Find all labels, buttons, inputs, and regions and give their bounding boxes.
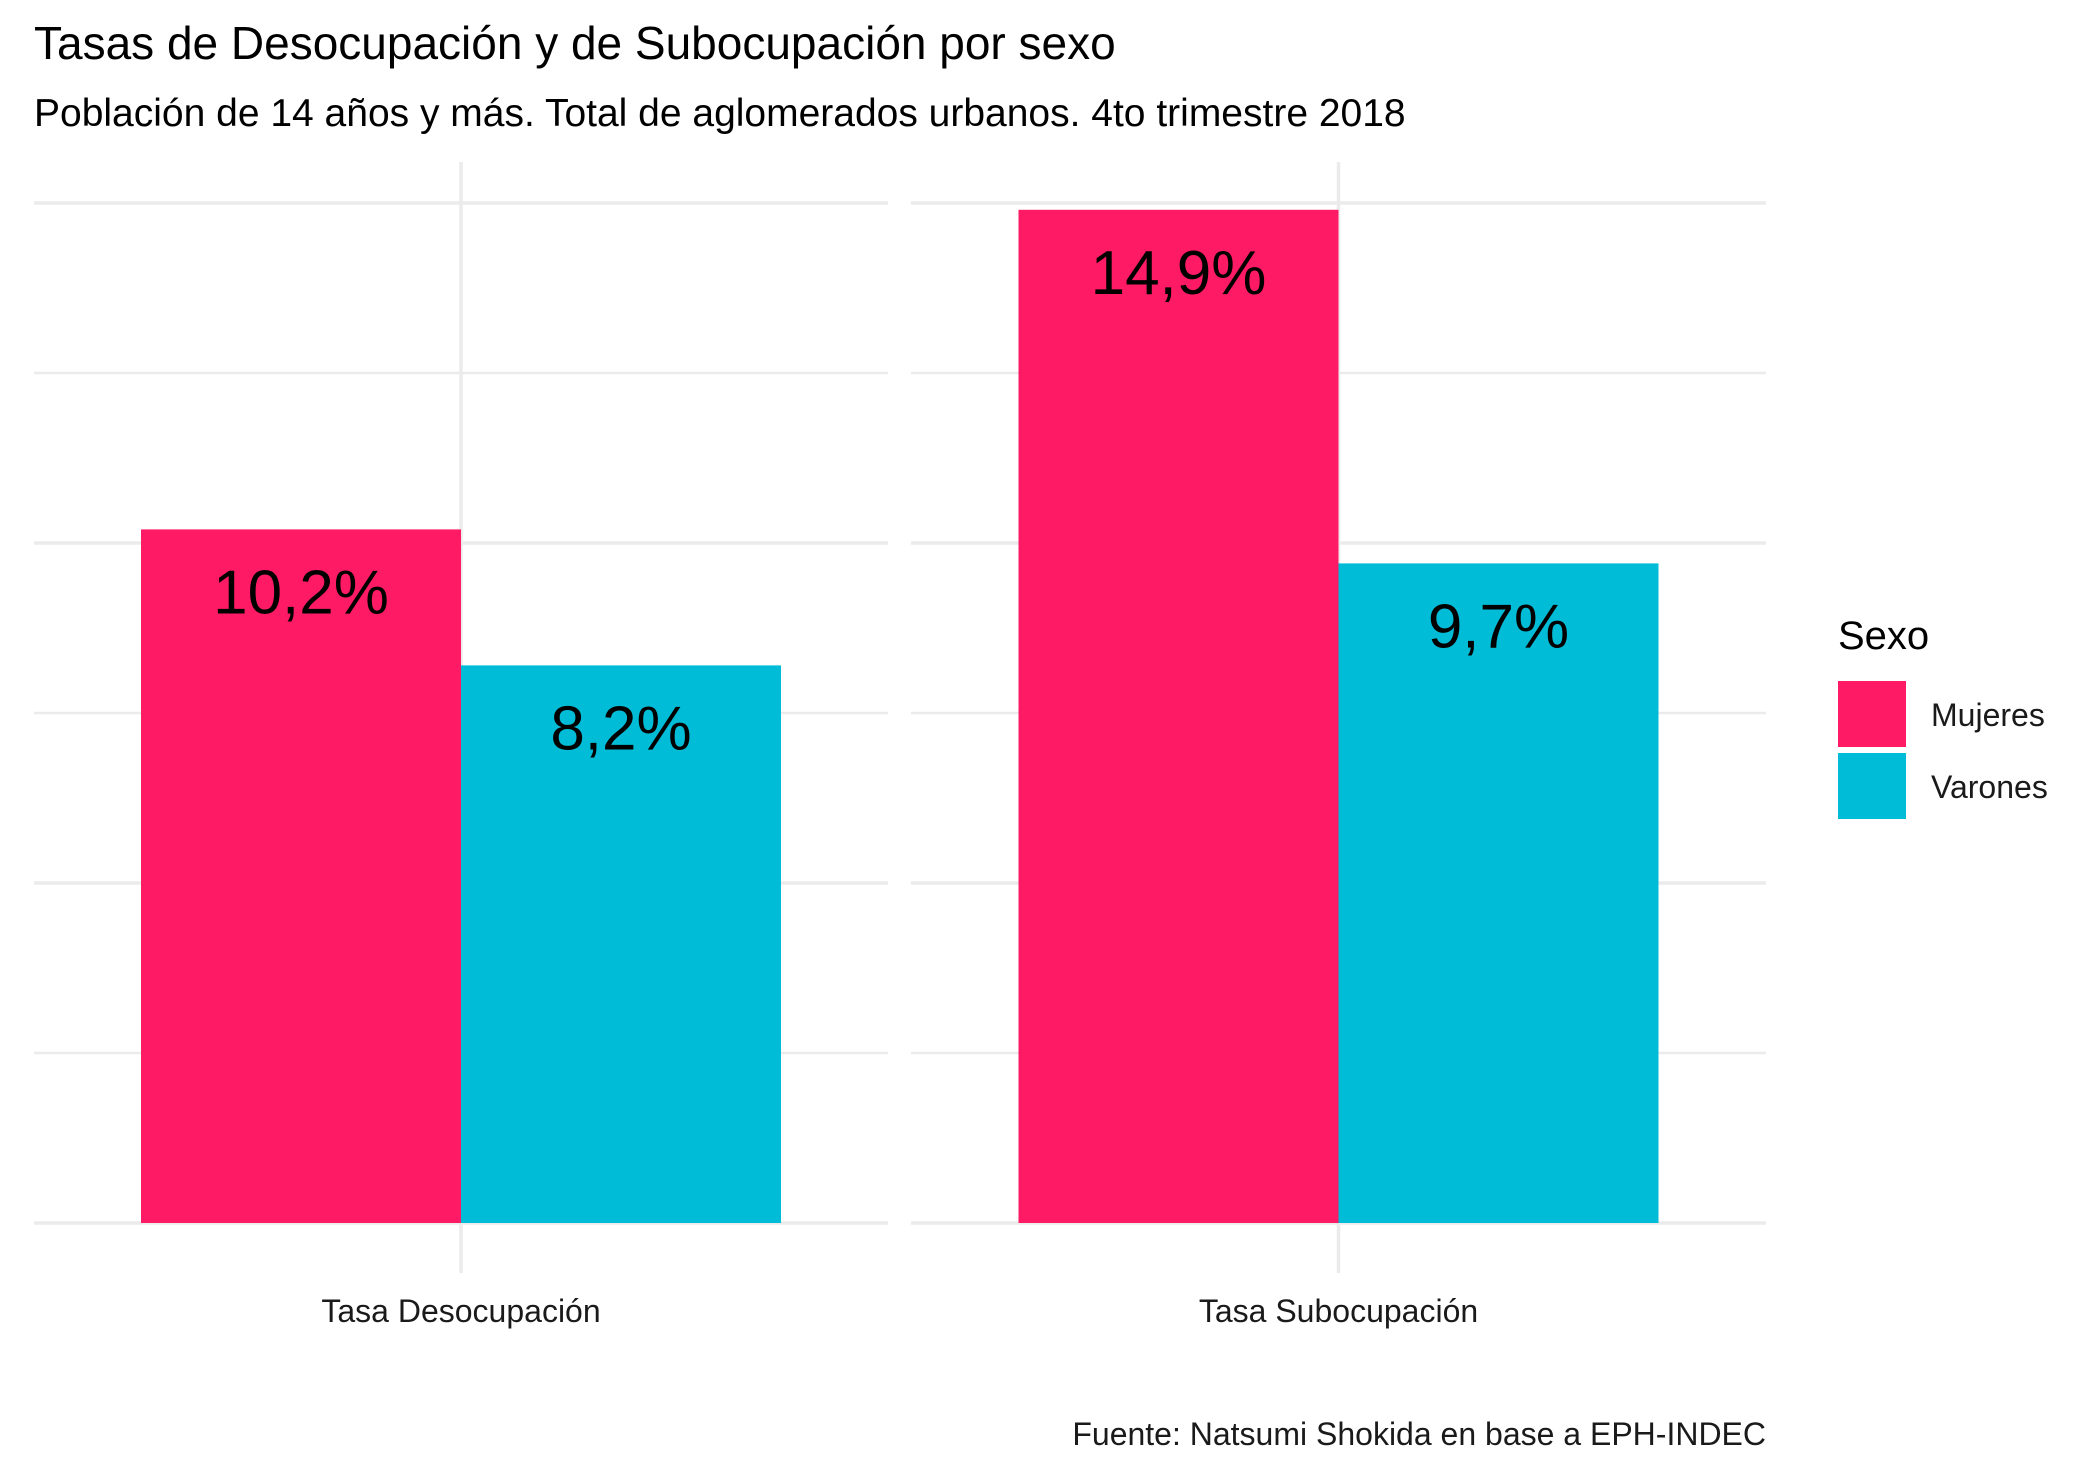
bar-mujeres xyxy=(141,529,461,1223)
facet-panel: 14,9% 9,7% Tasa Subocupación xyxy=(911,162,1766,1329)
x-tick-label: Tasa Desocupación xyxy=(321,1293,600,1329)
bar-data-label: 14,9% xyxy=(1091,239,1267,308)
chart-title: Tasas de Desocupación y de Subocupación … xyxy=(34,17,1116,69)
legend-swatch-varones xyxy=(1838,753,1906,819)
legend-label-varones: Varones xyxy=(1931,769,2048,805)
bar-data-label: 9,7% xyxy=(1428,592,1569,661)
facet-panels: 10,2% 8,2% Tasa Desocupación 14,9% 9,7% Tasa … xyxy=(34,162,1766,1329)
bar-varones xyxy=(1338,563,1659,1223)
chart-caption: Fuente: Natsumi Shokida en base a EPH-IN… xyxy=(1072,1416,1766,1452)
bar-data-label: 8,2% xyxy=(550,694,691,763)
legend: Sexo Mujeres Varones xyxy=(1838,614,2048,819)
bar-data-label: 10,2% xyxy=(213,558,389,627)
bar-mujeres xyxy=(1018,209,1339,1224)
facet-panel: 10,2% 8,2% Tasa Desocupación xyxy=(34,162,888,1329)
bar-varones xyxy=(461,665,781,1223)
x-tick-label: Tasa Subocupación xyxy=(1199,1293,1478,1329)
legend-swatch-mujeres xyxy=(1838,681,1906,747)
legend-title: Sexo xyxy=(1838,614,1929,658)
chart-subtitle: Población de 14 años y más. Total de agl… xyxy=(34,92,1406,135)
legend-label-mujeres: Mujeres xyxy=(1931,697,2045,733)
